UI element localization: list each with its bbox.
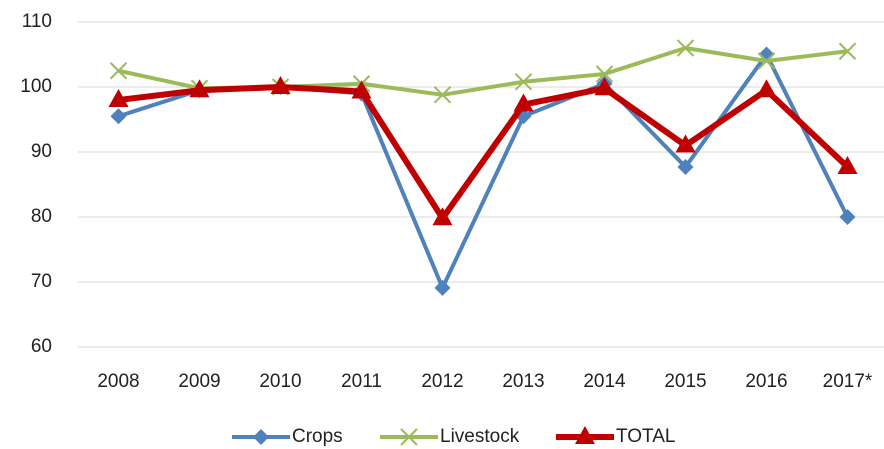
x-tick-label: 2014 (583, 371, 626, 392)
marker (513, 93, 534, 112)
series-line (118, 84, 850, 222)
x-tick-label: 2012 (421, 371, 463, 392)
x-tick-label: 2016 (745, 371, 787, 392)
y-tick-label: 100 (20, 76, 52, 97)
marker (756, 79, 777, 98)
marker (433, 86, 452, 104)
marker (514, 73, 533, 91)
marker (109, 62, 128, 80)
y-tick-label: 90 (31, 141, 52, 162)
marker (677, 158, 694, 175)
y-tick-label: 70 (31, 271, 52, 292)
marker (110, 108, 127, 125)
x-tick-label: 2009 (178, 371, 220, 392)
marker (675, 134, 696, 153)
marker (838, 42, 857, 60)
legend-marker (253, 429, 269, 445)
marker (270, 76, 291, 94)
y-tick-label: 110 (22, 11, 52, 32)
legend-marker (400, 428, 418, 446)
marker (351, 80, 372, 99)
marker (434, 279, 451, 296)
y-tick-label: 80 (31, 206, 52, 227)
legend-label: Livestock (440, 426, 520, 447)
marker (676, 39, 695, 57)
x-tick-label: 2015 (664, 371, 706, 392)
x-tick-label: 2013 (502, 371, 544, 392)
x-tick-label: 2008 (97, 371, 139, 392)
y-tick-label: 60 (31, 336, 52, 357)
x-tick-label: 2017* (823, 371, 873, 392)
legend-marker (575, 426, 595, 444)
marker (595, 65, 614, 83)
marker (432, 207, 453, 226)
marker (189, 79, 210, 98)
marker (108, 89, 129, 107)
marker (757, 52, 776, 70)
marker (594, 77, 615, 96)
x-tick-label: 2010 (259, 371, 301, 392)
legend-label: TOTAL (616, 426, 675, 447)
marker (839, 209, 856, 225)
x-tick-label: 2011 (341, 371, 382, 392)
legend-label: Crops (292, 426, 343, 447)
marker (837, 155, 858, 174)
